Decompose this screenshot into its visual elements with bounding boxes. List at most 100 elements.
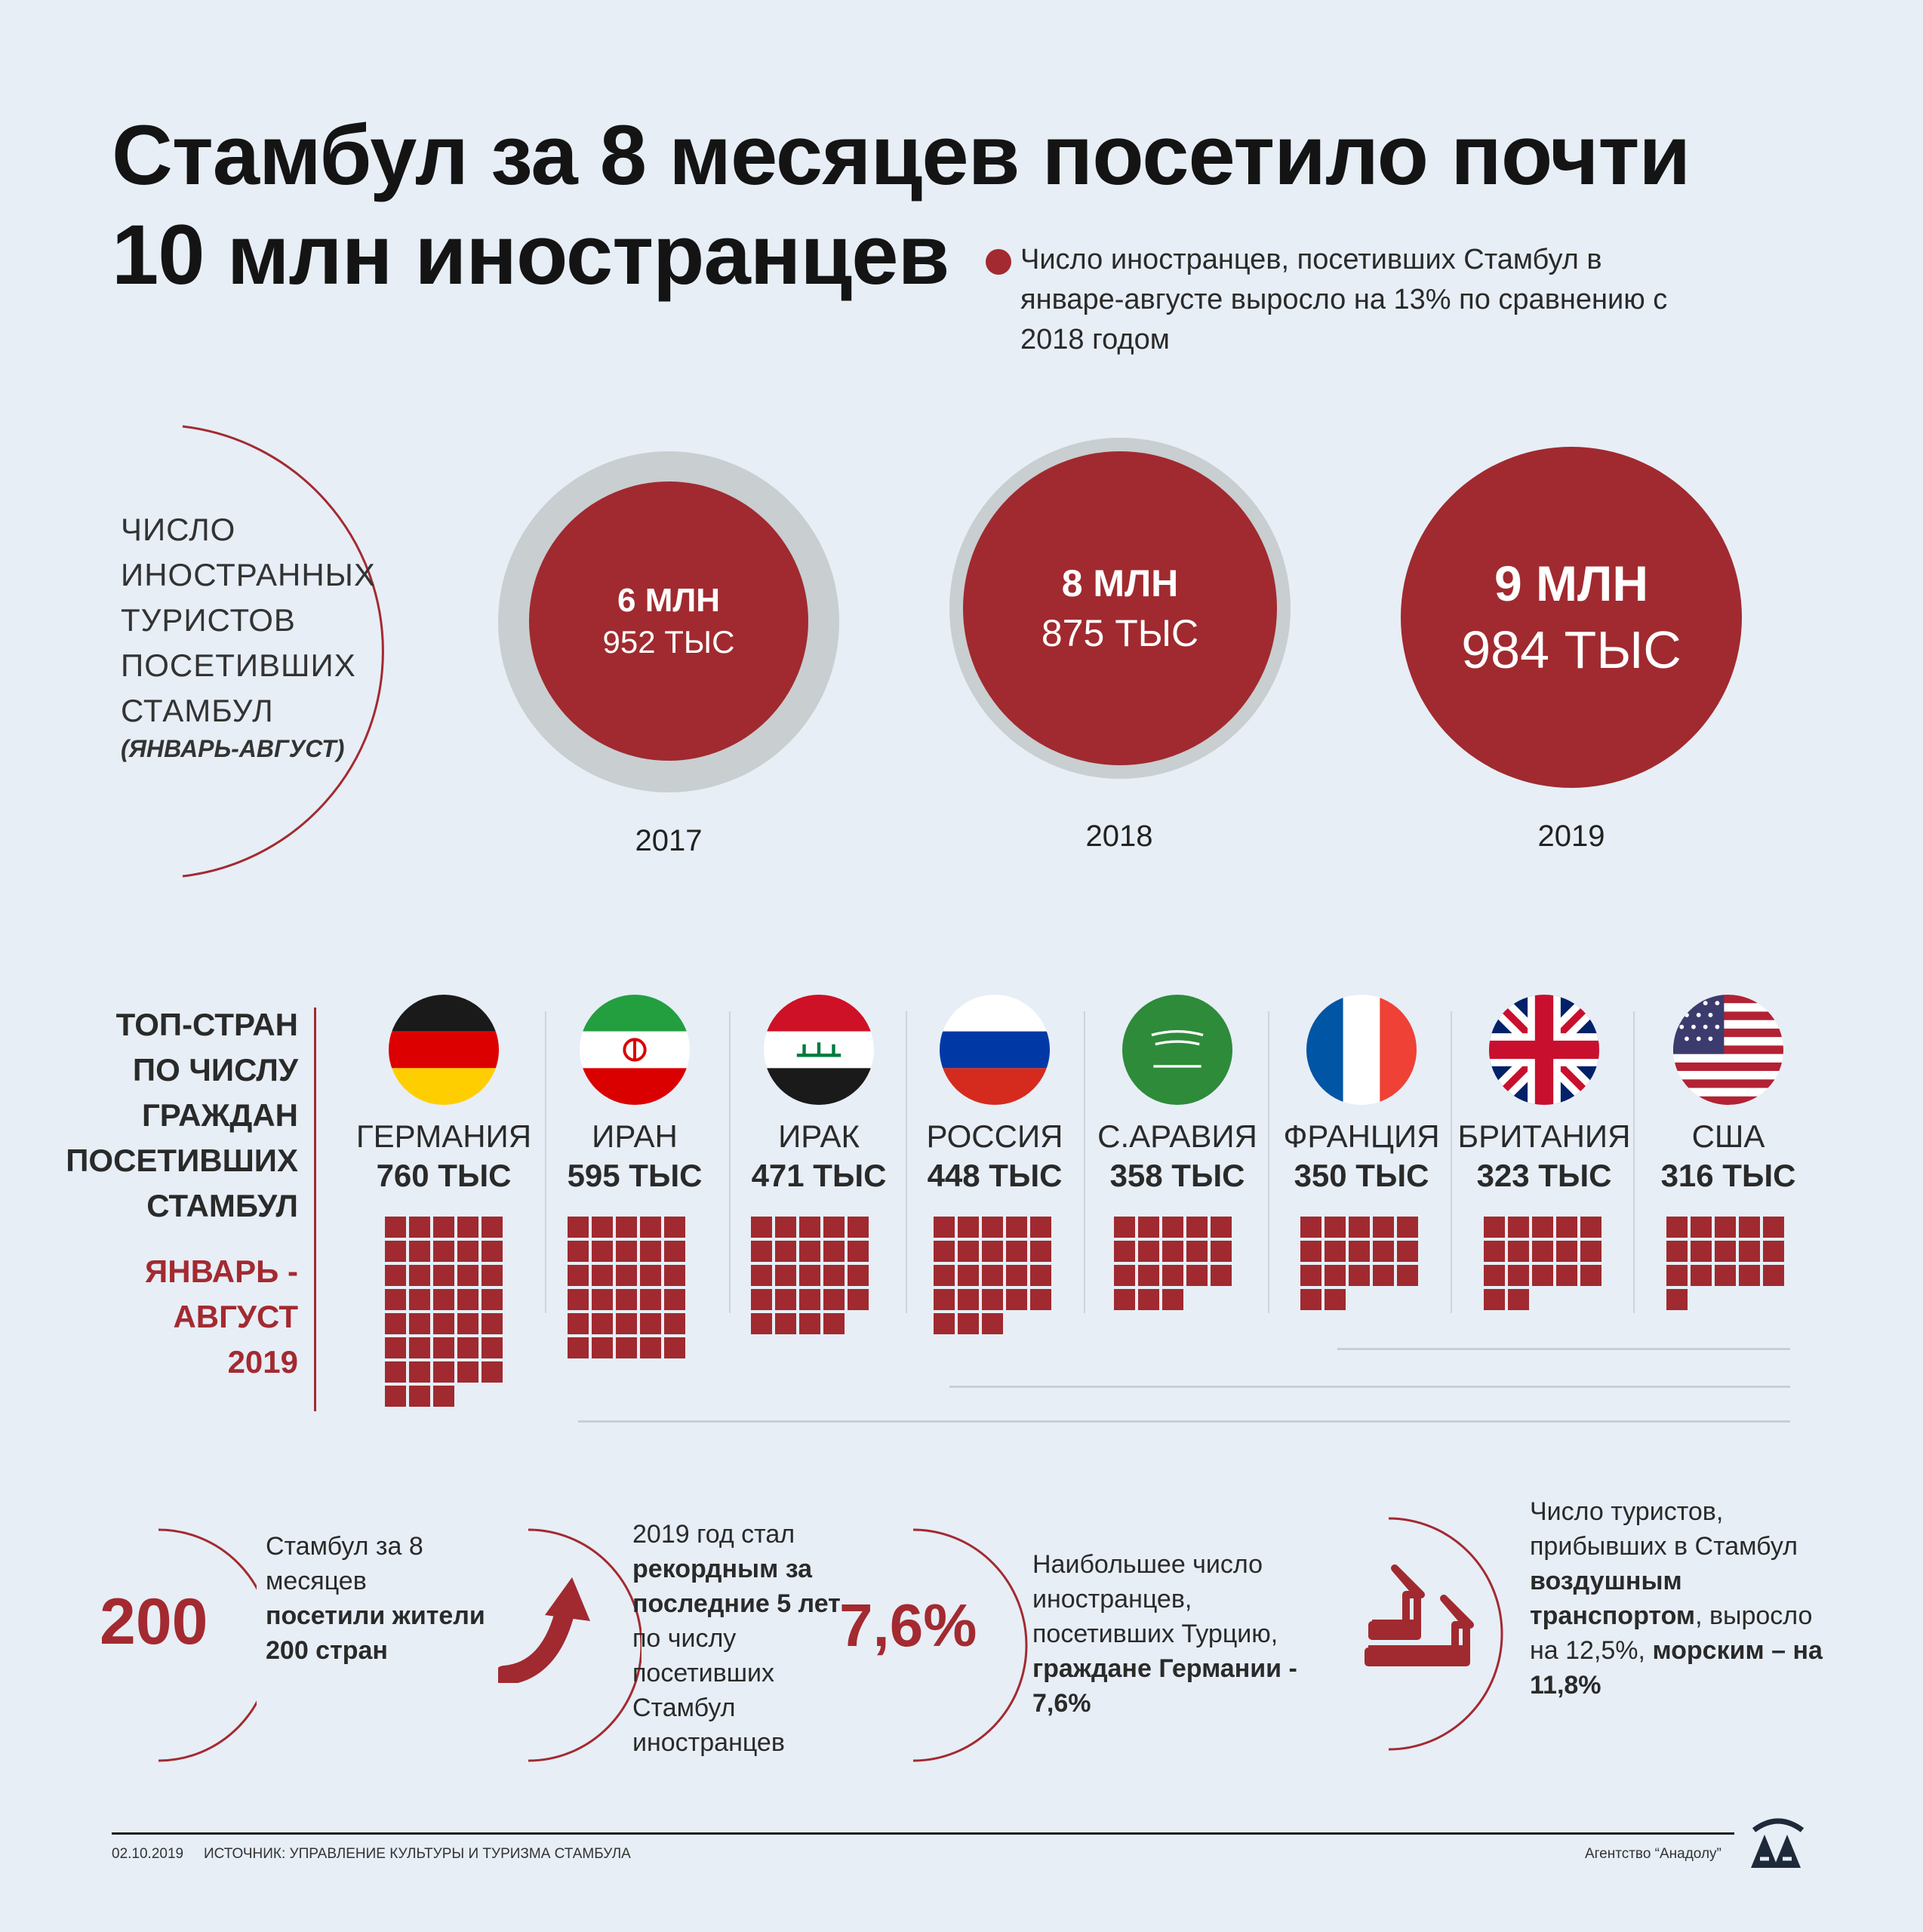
visitor-square xyxy=(640,1265,661,1286)
divider-line xyxy=(578,1420,1790,1423)
country-iran: ИРАН 595 ТЫС xyxy=(544,995,725,1194)
visitor-square xyxy=(848,1289,869,1310)
visitor-square xyxy=(385,1265,406,1286)
visitor-square xyxy=(775,1313,796,1334)
visitor-square xyxy=(616,1265,637,1286)
visitor-square xyxy=(592,1241,613,1262)
visitor-square xyxy=(457,1361,478,1383)
fact-germany-text: Наибольшее число иностранцев, посетивших… xyxy=(1032,1547,1319,1721)
visitor-square xyxy=(385,1289,406,1310)
squares-britain xyxy=(1484,1217,1601,1310)
footer-source: ИСТОЧНИК: УПРАВЛЕНИЕ КУЛЬТУРЫ И ТУРИЗМА … xyxy=(204,1846,631,1862)
visitor-square xyxy=(1484,1241,1505,1262)
visitor-square xyxy=(1763,1265,1784,1286)
country-value: 323 ТЫС xyxy=(1476,1158,1612,1193)
visitor-square xyxy=(409,1313,430,1334)
visitor-square xyxy=(848,1265,869,1286)
visitor-square xyxy=(958,1289,979,1310)
top-period-line: АВГУСТ xyxy=(173,1299,298,1334)
visitor-square xyxy=(1484,1265,1505,1286)
visitor-square xyxy=(409,1361,430,1383)
visitor-square xyxy=(751,1265,772,1286)
visitor-square xyxy=(592,1313,613,1334)
russia-flag-icon xyxy=(940,995,1050,1105)
visitor-square xyxy=(1556,1265,1577,1286)
top-label-line: ПО ЧИСЛУ xyxy=(132,1052,298,1088)
visitor-square xyxy=(1006,1217,1027,1238)
visitor-square xyxy=(775,1241,796,1262)
country-name: США xyxy=(1691,1118,1765,1154)
circle-2019: 9 МЛН 984 ТЫС xyxy=(1401,447,1742,788)
visitor-square xyxy=(1325,1217,1346,1238)
visitor-square xyxy=(1211,1217,1232,1238)
visitor-square xyxy=(385,1337,406,1358)
top-countries-period: ЯНВАРЬ - АВГУСТ 2019 xyxy=(45,1249,298,1385)
anadolu-logo-icon xyxy=(1751,1818,1805,1868)
circle-main: 8 МЛН xyxy=(1061,562,1179,605)
visitor-square xyxy=(640,1337,661,1358)
visitor-square xyxy=(799,1313,820,1334)
country-france: ФРАНЦИЯ 350 ТЫС xyxy=(1271,995,1452,1194)
visitor-square xyxy=(934,1241,955,1262)
fact-text-bold: морским – на 11,8% xyxy=(1530,1636,1823,1700)
country-russia: РОССИЯ 448 ТЫС xyxy=(904,995,1085,1194)
circle-sub: 984 ТЫС xyxy=(1461,620,1681,679)
visitor-square xyxy=(1508,1217,1529,1238)
country-value: 471 ТЫС xyxy=(751,1158,887,1193)
visitor-square xyxy=(982,1265,1003,1286)
visitor-square xyxy=(934,1313,955,1334)
germany-flag-icon xyxy=(389,995,499,1105)
visitor-square xyxy=(1484,1217,1505,1238)
country-value: 760 ТЫС xyxy=(376,1158,512,1193)
country-value: 316 ТЫС xyxy=(1660,1158,1796,1193)
visitor-square xyxy=(934,1217,955,1238)
top-label-line: ТОП-СТРАН xyxy=(115,1007,298,1042)
visitor-square xyxy=(1532,1241,1553,1262)
country-name: ФРАНЦИЯ xyxy=(1283,1118,1440,1154)
visitor-square xyxy=(1666,1241,1688,1262)
visitor-square xyxy=(640,1313,661,1334)
visitor-square xyxy=(1030,1241,1051,1262)
visitor-square xyxy=(568,1265,589,1286)
country-name: ИРАК xyxy=(778,1118,860,1154)
visitor-square xyxy=(482,1313,503,1334)
country-usa: США 316 ТЫС xyxy=(1638,995,1819,1194)
visitor-square xyxy=(799,1217,820,1238)
visitor-square xyxy=(616,1241,637,1262)
country-britain: БРИТАНИЯ 323 ТЫС xyxy=(1454,995,1635,1194)
visitor-square xyxy=(1300,1217,1321,1238)
fact-text-part: по числу посетивших Стамбул иностранцев xyxy=(632,1624,785,1757)
visitor-square xyxy=(982,1241,1003,1262)
stat-label-line: ТУРИСТОВ xyxy=(121,602,296,638)
visitor-square xyxy=(1580,1217,1601,1238)
visitor-square xyxy=(848,1241,869,1262)
page-title: Стамбул за 8 месяцев посетило почти 10 м… xyxy=(112,106,1697,305)
visitor-square xyxy=(433,1241,454,1262)
squares-germany xyxy=(385,1217,503,1407)
visitor-square xyxy=(1691,1265,1712,1286)
fact-text-part: Наибольшее число иностранцев, посетивших… xyxy=(1032,1550,1278,1648)
visitor-square xyxy=(1114,1241,1135,1262)
visitor-square xyxy=(433,1361,454,1383)
fact-text-bold: воздушным транспортом xyxy=(1530,1567,1696,1630)
fact-text-part: , выросло на 12,5%, xyxy=(1530,1601,1813,1665)
circle-2018: 8 МЛН 875 ТЫС xyxy=(963,451,1277,765)
visitor-square xyxy=(457,1289,478,1310)
circle-sub: 875 ТЫС xyxy=(1041,612,1199,654)
visitor-square xyxy=(1397,1241,1418,1262)
visitor-square xyxy=(482,1241,503,1262)
visitor-square xyxy=(482,1361,503,1383)
visitor-square xyxy=(958,1313,979,1334)
visitor-square xyxy=(1162,1217,1183,1238)
visitor-square xyxy=(409,1265,430,1286)
squares-usa xyxy=(1666,1217,1784,1310)
visitor-square xyxy=(592,1337,613,1358)
squares-france xyxy=(1300,1217,1418,1310)
fact-text-bold: граждане Германии - 7,6% xyxy=(1032,1654,1297,1718)
visitor-square xyxy=(568,1289,589,1310)
top-label-line: ГРАЖДАН xyxy=(141,1097,298,1133)
visitor-square xyxy=(640,1289,661,1310)
visitor-square xyxy=(1030,1265,1051,1286)
fact-countries-text: Стамбул за 8 месяцев посетили жители 200… xyxy=(266,1529,492,1668)
visitor-square xyxy=(664,1217,685,1238)
